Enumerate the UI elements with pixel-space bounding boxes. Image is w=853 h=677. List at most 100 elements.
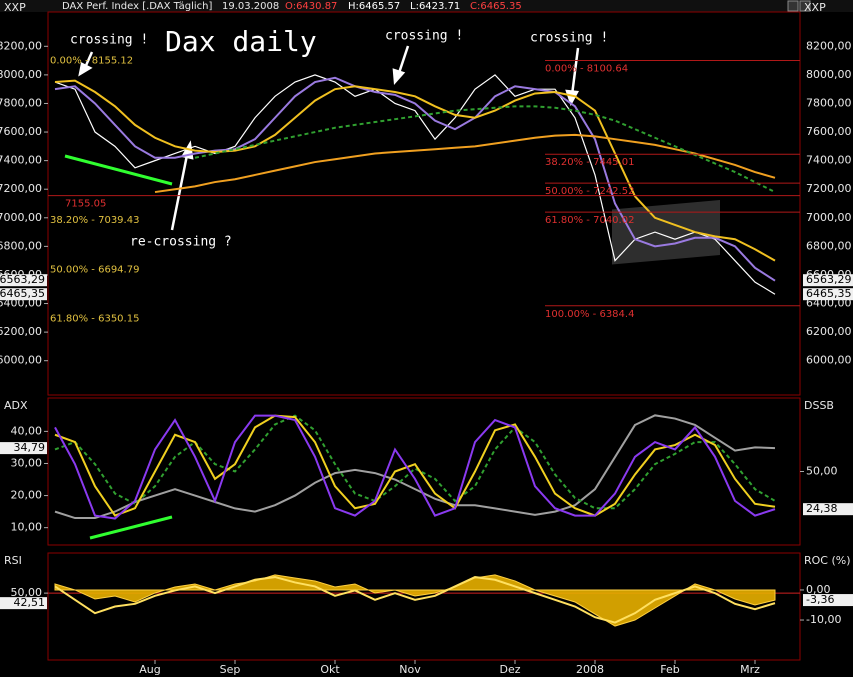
note: crossing ! (385, 29, 463, 44)
note: crossing ! (70, 33, 148, 48)
fib-label: 7155.05 (65, 199, 106, 210)
value-box (803, 288, 853, 301)
x-tick-label: Okt (320, 663, 340, 676)
value-box (0, 442, 47, 455)
y-tick-label: 7200,00 (0, 182, 42, 195)
y-tick-label: 40,00 (11, 424, 43, 437)
fib-label: 50.00% - 7242.52 (545, 186, 634, 197)
y-tick-label: 6200,00 (806, 325, 852, 338)
y-tick-label: 7200,00 (806, 182, 852, 195)
quote: H:6465.57 (348, 1, 400, 12)
roc-area (54, 574, 776, 627)
axis-label: XXP (804, 1, 826, 14)
x-tick-label: Aug (139, 663, 160, 676)
series-line (194, 105, 776, 193)
value-box-label: 24,38 (806, 502, 838, 515)
y-tick-label: 8200,00 (0, 39, 42, 52)
chart-title: DAX Perf. Index [.DAX Täglich] (62, 1, 212, 12)
series-line (54, 414, 776, 517)
y-tick-label: 8000,00 (806, 68, 852, 81)
value-box (803, 274, 853, 287)
x-tick-label: Feb (660, 663, 679, 676)
value-box (0, 274, 47, 287)
y-tick-label: 7800,00 (0, 96, 42, 109)
y-tick-label: 20,00 (11, 489, 43, 502)
y-tick-label: 7000,00 (806, 211, 852, 224)
y-tick-label: 6000,00 (0, 354, 42, 367)
series-line (54, 76, 776, 282)
y-tick-label: 6000,00 (806, 354, 852, 367)
value-box-label: 34,79 (14, 441, 46, 454)
quote: C:6465.35 (470, 1, 522, 12)
y-tick-label: 7400,00 (0, 154, 42, 167)
y-tick-label: 6800,00 (806, 239, 852, 252)
y-tick-label: 6800,00 (0, 239, 42, 252)
trend-line (89, 515, 173, 540)
fib-label: 61.80% - 7040.02 (545, 215, 634, 226)
y2-tick-label: 50,00 (806, 465, 838, 478)
panel-frame (47, 11, 801, 396)
axis-label: RSI (4, 554, 22, 567)
axis-label: ADX (4, 399, 28, 412)
fib-label: 61.80% - 6350.15 (50, 314, 139, 325)
y-tick-label: 8200,00 (806, 39, 852, 52)
series-line (54, 74, 776, 295)
panel-frame (47, 552, 801, 661)
value-box-label: 6465,35 (806, 287, 852, 300)
quote: O:6430.87 (285, 1, 337, 12)
y2-tick-label: 0,00 (806, 583, 831, 596)
series-line (54, 414, 776, 520)
value-box-label: 6563,29 (0, 273, 45, 286)
fib-label: 0.00% - 8155.12 (50, 56, 133, 67)
value-box (803, 503, 853, 516)
series-line (54, 576, 776, 624)
axis-label: DSSB (804, 399, 834, 412)
quote: L:6423.71 (410, 1, 460, 12)
y-tick-label: 30,00 (11, 456, 43, 469)
series-line (54, 414, 776, 520)
y-tick-label: 7600,00 (806, 125, 852, 138)
value-box-label: 42,51 (14, 596, 46, 609)
series-line (154, 133, 776, 194)
x-tick-label: Dez (499, 663, 520, 676)
fib-label: 0.00% - 8100.64 (545, 63, 628, 74)
note: Dax daily (165, 25, 317, 58)
y-tick-label: 6200,00 (0, 325, 42, 338)
axis-label: XXP (4, 1, 26, 14)
channel-box (612, 200, 720, 265)
trend-line (64, 154, 173, 186)
value-box-label: 6465,35 (0, 287, 45, 300)
x-tick-label: Nov (399, 663, 421, 676)
x-tick-label: 2008 (576, 663, 604, 676)
y-tick-label: 7000,00 (0, 211, 42, 224)
series-line (54, 414, 776, 510)
note: re-crossing ? (130, 235, 232, 250)
x-tick-label: Mrz (740, 663, 760, 676)
window-button[interactable] (787, 0, 799, 12)
y2-tick-label: -10,00 (806, 613, 841, 626)
value-box-label: 6563,29 (806, 273, 852, 286)
axis-label: ROC (%) (804, 554, 851, 567)
y-tick-label: 7600,00 (0, 125, 42, 138)
panel-frame (47, 397, 801, 546)
y-tick-label: 7800,00 (806, 96, 852, 109)
y-tick-label: 10,00 (11, 521, 43, 534)
fib-label: 50.00% - 6694.79 (50, 264, 139, 275)
value-box (0, 597, 47, 610)
date: 19.03.2008 (222, 1, 279, 12)
series-line (54, 79, 776, 262)
fib-label: 38.20% - 7445.01 (545, 157, 634, 168)
y-tick-label: 7400,00 (806, 154, 852, 167)
value-box-label: -3,36 (806, 593, 834, 606)
value-box (803, 594, 853, 607)
y-tick-label: 8000,00 (0, 68, 42, 81)
note: crossing ! (530, 31, 608, 46)
fib-label: 100.00% - 6384.4 (545, 309, 634, 320)
y-tick-label: 50,00 (11, 586, 43, 599)
x-tick-label: Sep (220, 663, 241, 676)
window-button[interactable] (799, 0, 811, 12)
header-bar (0, 0, 853, 12)
value-box (0, 288, 47, 301)
fib-label: 38.20% - 7039.43 (50, 215, 139, 226)
